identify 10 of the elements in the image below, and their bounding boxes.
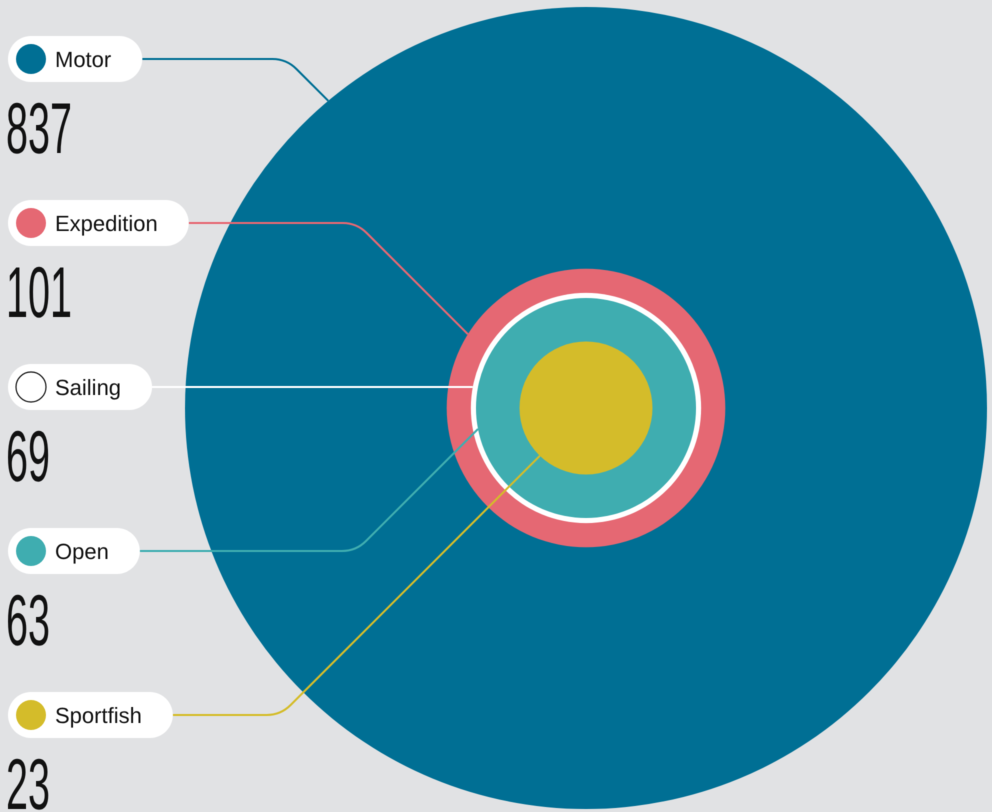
category-label: Open: [55, 539, 109, 564]
category-label: Motor: [55, 47, 112, 72]
data-label: 101: [6, 253, 126, 333]
data-label: 23: [6, 745, 86, 812]
data-label: 63: [6, 581, 86, 661]
data-label: 837: [6, 89, 126, 169]
category-label: Sailing: [55, 375, 122, 400]
category-label: Expedition: [55, 211, 158, 236]
data-label: 69: [6, 417, 86, 497]
category-label: Sportfish: [55, 703, 142, 728]
